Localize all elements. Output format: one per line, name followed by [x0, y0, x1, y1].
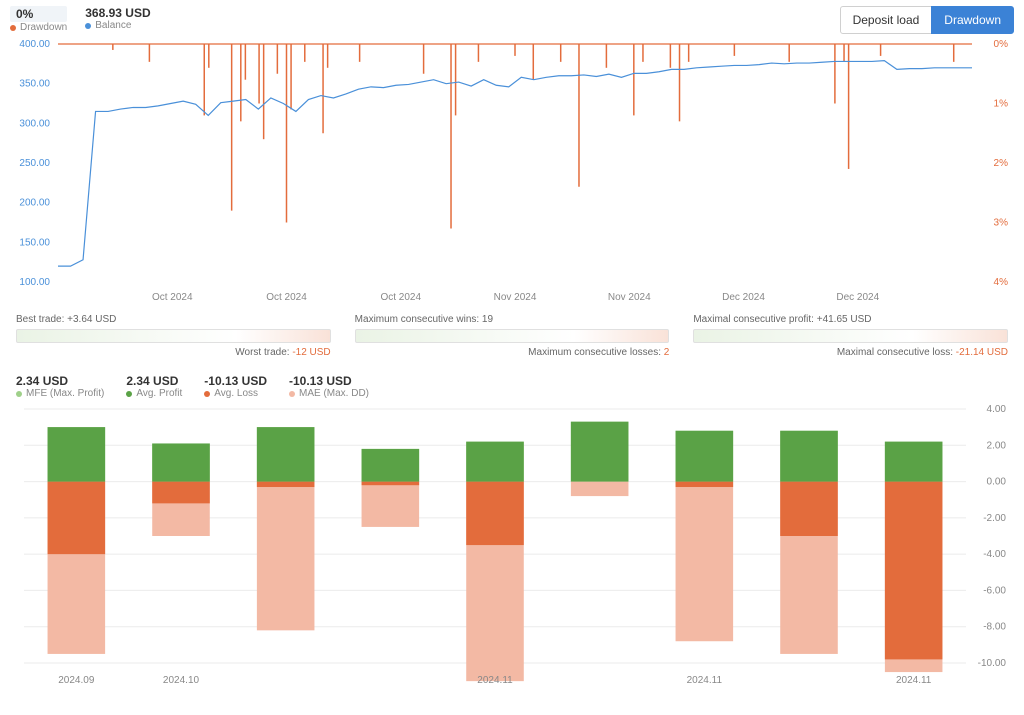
svg-text:Dec 2024: Dec 2024: [836, 292, 879, 303]
svg-text:2024.10: 2024.10: [163, 675, 200, 686]
drawdown-dot: [10, 25, 16, 31]
svg-text:2024.11: 2024.11: [687, 675, 723, 686]
top-bar: 0% Drawdown 368.93 USD Balance Deposit l…: [0, 0, 1024, 36]
svg-text:0.00: 0.00: [987, 477, 1007, 488]
avgp-dot: [126, 391, 132, 397]
drawdown-value: 0%: [10, 6, 67, 22]
svg-text:250.00: 250.00: [19, 158, 50, 169]
svg-text:4%: 4%: [994, 277, 1009, 288]
tab-deposit-load[interactable]: Deposit load: [840, 6, 933, 34]
stat-bar-track: [16, 329, 331, 343]
best-trade-label: Best trade: +3.64 USD: [16, 314, 331, 325]
svg-text:-10.00: -10.00: [978, 658, 1007, 669]
svg-text:Nov 2024: Nov 2024: [608, 292, 651, 303]
balance-label: Balance: [85, 20, 150, 31]
balance-dot: [85, 23, 91, 29]
legend-mae: -10.13 USD MAE (Max. DD): [289, 374, 369, 399]
bar-chart-legend: 2.34 USD MFE (Max. Profit) 2.34 USD Avg.…: [0, 360, 1024, 401]
worst-trade-value: -12 USD: [292, 347, 330, 358]
svg-text:Oct 2024: Oct 2024: [152, 292, 193, 303]
legend-avg-profit: 2.34 USD Avg. Profit: [126, 374, 182, 399]
svg-text:400.00: 400.00: [19, 39, 50, 50]
svg-text:-4.00: -4.00: [983, 549, 1006, 560]
svg-text:Oct 2024: Oct 2024: [266, 292, 307, 303]
consec-loss-value: -21.14 USD: [956, 347, 1008, 358]
stat-bars: Best trade: +3.64 USD Worst trade: -12 U…: [0, 306, 1024, 360]
svg-text:350.00: 350.00: [19, 79, 50, 90]
consec-losses-value: 2: [664, 347, 670, 358]
mae-dot: [289, 391, 295, 397]
chart-mode-tabs: Deposit load Drawdown: [840, 6, 1014, 34]
svg-text:2024.09: 2024.09: [58, 675, 95, 686]
svg-text:Dec 2024: Dec 2024: [722, 292, 765, 303]
svg-text:150.00: 150.00: [19, 237, 50, 248]
consec-profit-label: Maximal consecutive profit: +41.65 USD: [693, 314, 1008, 325]
svg-text:Nov 2024: Nov 2024: [494, 292, 537, 303]
svg-text:100.00: 100.00: [19, 277, 50, 288]
svg-text:Oct 2024: Oct 2024: [380, 292, 421, 303]
avgl-dot: [204, 391, 210, 397]
svg-text:2%: 2%: [994, 158, 1009, 169]
legend-mfe: 2.34 USD MFE (Max. Profit): [16, 374, 104, 399]
legend-balance: 368.93 USD Balance: [85, 6, 150, 31]
svg-text:-6.00: -6.00: [983, 585, 1006, 596]
svg-text:4.00: 4.00: [987, 404, 1007, 415]
svg-text:3%: 3%: [994, 218, 1009, 229]
legend-drawdown: 0% Drawdown: [10, 6, 67, 33]
svg-text:300.00: 300.00: [19, 118, 50, 129]
svg-text:2.00: 2.00: [987, 440, 1007, 451]
drawdown-label: Drawdown: [10, 22, 67, 33]
svg-text:2024.11: 2024.11: [477, 675, 513, 686]
svg-text:1%: 1%: [994, 99, 1009, 110]
tab-drawdown[interactable]: Drawdown: [931, 6, 1014, 34]
balance-drawdown-chart: 100.00 150.00 200.00 250.00 300.00 350.00 400.…: [10, 36, 1014, 306]
profit-loss-bar-chart: -10.00 -8.00 -6.00 -4.00 -2.00 0.00 2.00 4.00 20…: [10, 401, 1014, 691]
svg-text:200.00: 200.00: [19, 198, 50, 209]
legend-avg-loss: -10.13 USD Avg. Loss: [204, 374, 267, 399]
balance-value: 368.93 USD: [85, 6, 150, 20]
svg-text:2024.11: 2024.11: [896, 675, 932, 686]
consec-wins-label: Maximum consecutive wins: 19: [355, 314, 670, 325]
stat-bar-track: [355, 329, 670, 343]
svg-text:0%: 0%: [994, 39, 1009, 50]
svg-text:-8.00: -8.00: [983, 622, 1006, 633]
stat-bar-track: [693, 329, 1008, 343]
stat-bar-best-trade: Best trade: +3.64 USD Worst trade: -12 U…: [16, 314, 331, 358]
svg-text:-2.00: -2.00: [983, 513, 1006, 524]
stat-bar-consec-wins: Maximum consecutive wins: 19 Maximum con…: [355, 314, 670, 358]
stat-bar-consec-profit: Maximal consecutive profit: +41.65 USD M…: [693, 314, 1008, 358]
mfe-dot: [16, 391, 22, 397]
